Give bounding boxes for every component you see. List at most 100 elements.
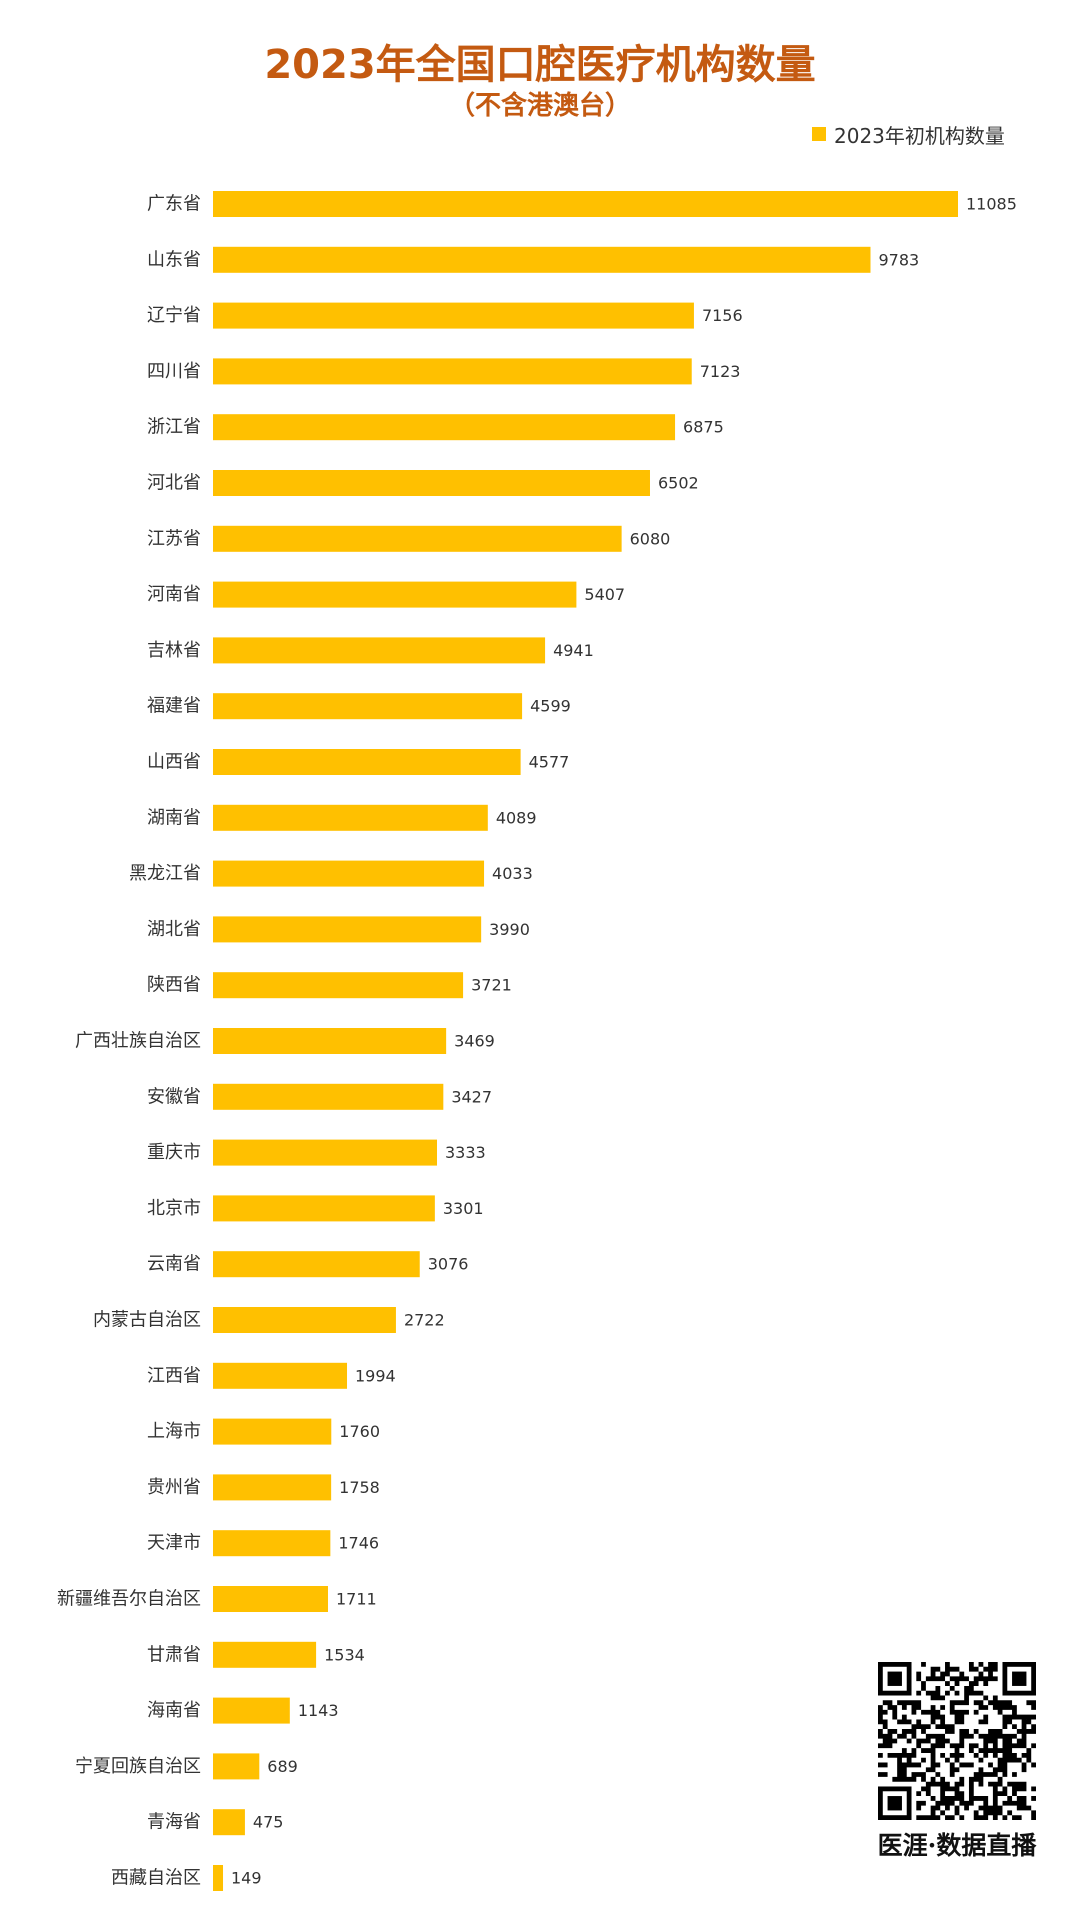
category-label: 辽宁省 (147, 305, 201, 326)
bar (213, 1697, 290, 1724)
category-label: 上海市 (147, 1421, 201, 1442)
category-label: 重庆市 (147, 1142, 201, 1163)
bar (213, 693, 523, 720)
category-label: 贵州省 (147, 1477, 201, 1498)
category-label: 江西省 (147, 1365, 201, 1386)
category-label: 安徽省 (147, 1086, 201, 1107)
bar (213, 525, 622, 552)
category-label: 山西省 (147, 752, 201, 773)
category-label: 湖南省 (147, 807, 201, 828)
category-label: 内蒙古自治区 (93, 1310, 201, 1331)
category-label: 北京市 (147, 1198, 201, 1219)
category-label: 广东省 (147, 194, 201, 215)
value-label: 4033 (492, 864, 533, 883)
bar (213, 749, 521, 775)
value-label: 5407 (584, 585, 625, 604)
category-label: 天津市 (147, 1533, 201, 1554)
value-label: 7123 (700, 362, 741, 381)
value-label: 4089 (496, 808, 537, 827)
bar (213, 470, 650, 496)
value-label: 1760 (339, 1422, 380, 1441)
bar (213, 1641, 317, 1668)
bar (213, 1530, 331, 1557)
category-label: 福建省 (147, 696, 201, 717)
value-label: 1143 (298, 1701, 339, 1720)
bar (213, 1251, 420, 1278)
value-label: 1711 (336, 1590, 377, 1609)
category-label: 甘肃省 (147, 1644, 201, 1665)
value-label: 1534 (324, 1645, 365, 1664)
value-label: 689 (267, 1757, 298, 1776)
bar (213, 1139, 438, 1166)
value-label: 475 (253, 1813, 284, 1832)
bar (213, 637, 546, 664)
bar (213, 860, 485, 887)
value-label: 3427 (451, 1087, 492, 1106)
bar (213, 1083, 444, 1110)
category-label: 广西壮族自治区 (75, 1031, 201, 1052)
category-label: 河北省 (147, 473, 201, 494)
bar (213, 972, 464, 999)
bar (213, 804, 488, 831)
category-label: 云南省 (147, 1254, 201, 1275)
bar (213, 1195, 435, 1222)
bar (213, 1865, 224, 1891)
value-label: 1758 (339, 1478, 380, 1497)
bar (213, 191, 958, 217)
value-label: 6502 (658, 474, 699, 493)
value-label: 3990 (489, 920, 530, 939)
brand-watermark: 医涯·数据直播 (877, 1831, 1037, 1860)
bar (213, 1809, 245, 1836)
category-label: 青海省 (147, 1812, 201, 1833)
bar (213, 1307, 396, 1333)
value-label: 3301 (443, 1199, 484, 1218)
category-label: 山东省 (147, 249, 201, 270)
value-label: 4577 (529, 753, 570, 772)
bar (213, 1586, 328, 1612)
legend-swatch (812, 127, 826, 141)
legend: 2023年初机构数量 (812, 120, 1005, 148)
category-label: 海南省 (147, 1700, 201, 1721)
qr-code-icon (878, 1662, 1036, 1820)
value-label: 1746 (338, 1534, 379, 1553)
bar (213, 358, 692, 385)
value-label: 3721 (471, 976, 512, 995)
qr-code-graphic (878, 1662, 1036, 1820)
category-label: 四川省 (147, 361, 201, 382)
bar (213, 1028, 447, 1054)
chart-title: 2023年全国口腔医疗机构数量 (264, 42, 816, 88)
category-label: 黑龙江省 (129, 863, 201, 884)
value-label: 6875 (683, 418, 724, 437)
bar (213, 246, 871, 273)
category-label: 新疆维吾尔自治区 (57, 1589, 201, 1610)
legend-label: 2023年初机构数量 (834, 123, 1005, 148)
bar (213, 1362, 348, 1389)
value-label: 2722 (404, 1311, 445, 1330)
value-label: 3333 (445, 1143, 486, 1162)
category-label: 吉林省 (147, 640, 201, 661)
category-label: 湖北省 (147, 919, 201, 940)
category-label: 河南省 (147, 584, 201, 605)
category-label: 江苏省 (147, 528, 201, 549)
category-label: 浙江省 (147, 417, 201, 438)
value-label: 3469 (454, 1032, 495, 1051)
bar (213, 414, 676, 441)
value-label: 4599 (530, 697, 571, 716)
bar (213, 302, 694, 329)
value-label: 9783 (878, 250, 919, 269)
value-label: 6080 (630, 529, 671, 548)
category-label: 陕西省 (147, 975, 201, 996)
bar (213, 1474, 332, 1501)
value-label: 7156 (702, 306, 743, 325)
category-label: 西藏自治区 (111, 1868, 201, 1889)
bar (213, 1753, 260, 1780)
value-label: 3076 (428, 1255, 469, 1274)
bar (213, 916, 482, 943)
value-label: 4941 (553, 641, 594, 660)
value-label: 1994 (355, 1366, 396, 1385)
bar (213, 1418, 332, 1445)
value-label: 149 (231, 1869, 262, 1888)
bar (213, 581, 577, 608)
chart-subtitle: （不含港澳台） (448, 91, 631, 121)
